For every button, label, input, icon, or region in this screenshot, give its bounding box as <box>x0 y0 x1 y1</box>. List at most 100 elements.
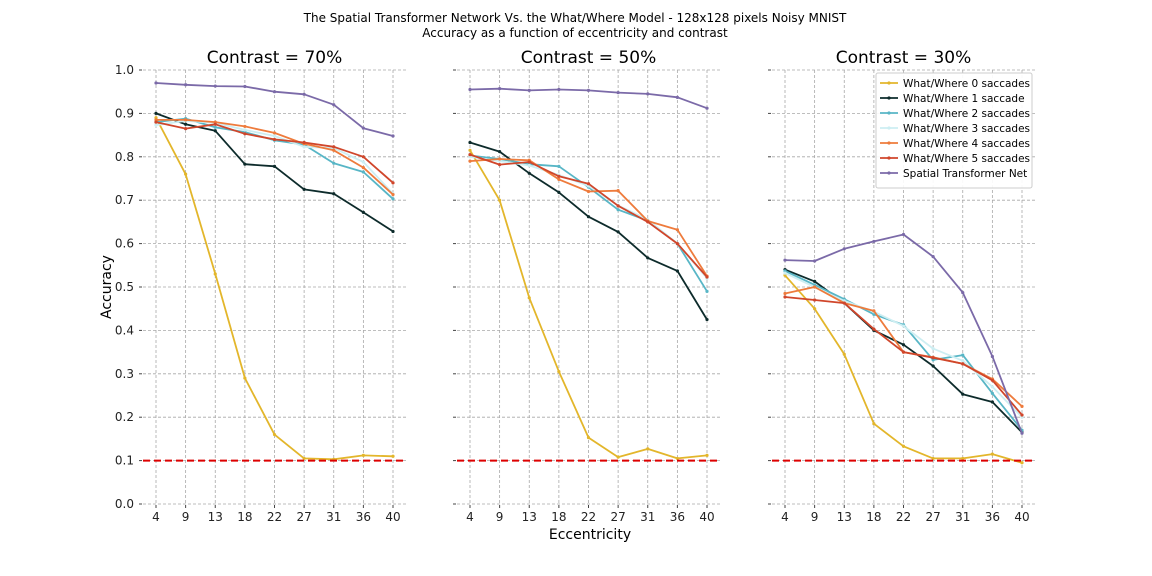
data-point <box>586 88 591 92</box>
data-point <box>675 456 679 461</box>
data-point <box>154 111 158 115</box>
data-point <box>705 453 709 457</box>
data-point <box>361 126 365 130</box>
x-tick-label: 18 <box>237 510 252 524</box>
data-point <box>527 160 531 164</box>
y-tick-label: 1.0 <box>115 63 134 77</box>
legend-label: What/Where 0 saccades <box>903 78 1030 90</box>
legend-label: What/Where 5 saccades <box>903 153 1030 165</box>
data-point <box>557 174 561 178</box>
data-point <box>705 106 709 110</box>
data-point <box>272 134 277 138</box>
data-point <box>705 275 709 279</box>
data-point <box>213 122 217 126</box>
data-point <box>361 210 365 214</box>
data-point <box>498 163 502 167</box>
data-point <box>272 432 277 437</box>
data-point <box>1020 431 1024 435</box>
data-point <box>557 87 561 92</box>
data-point <box>302 187 306 191</box>
x-tick-label: 40 <box>699 510 714 524</box>
data-point <box>990 452 994 456</box>
data-point <box>783 258 787 262</box>
data-point <box>213 125 217 129</box>
data-point <box>391 192 395 197</box>
data-point <box>1020 413 1024 417</box>
data-point <box>243 124 247 129</box>
data-point <box>391 454 395 458</box>
data-point <box>586 189 591 194</box>
data-point <box>184 118 188 122</box>
legend-marker <box>887 126 891 130</box>
data-point <box>498 198 502 202</box>
x-tick-label: 27 <box>610 510 625 524</box>
data-point <box>361 170 365 174</box>
x-tick-label: 36 <box>670 510 685 524</box>
panels: 0.0 0.1 0.2 0.3 0.4 0.5 0.6 0.7 0.8 0.9 1.0 4 9 13 18 2… <box>115 48 1035 524</box>
data-point <box>931 456 935 461</box>
data-point <box>391 197 395 201</box>
data-point <box>1020 404 1024 408</box>
data-point <box>961 392 965 396</box>
data-point <box>901 343 906 347</box>
x-tick-label: 18 <box>551 510 566 524</box>
legend-marker <box>887 141 891 145</box>
data-point <box>990 378 994 382</box>
data-point <box>527 171 531 175</box>
panel-title: Contrast = 50% <box>521 48 656 68</box>
x-tick-label: 13 <box>837 510 852 524</box>
data-point <box>813 298 817 302</box>
y-axis-label: Accuracy <box>99 255 115 319</box>
data-point <box>468 140 472 145</box>
data-point <box>901 324 906 328</box>
data-point <box>361 166 365 170</box>
data-point <box>961 456 965 461</box>
x-tick-label: 31 <box>640 510 655 524</box>
data-point <box>842 352 846 356</box>
legend: What/Where 0 saccades What/Where 1 saccad… <box>875 72 1033 189</box>
data-point <box>557 177 561 181</box>
x-tick-label: 13 <box>208 510 223 524</box>
data-point <box>243 162 247 166</box>
data-point <box>872 239 876 244</box>
x-tick-label: 9 <box>496 510 504 524</box>
data-point <box>931 356 935 360</box>
legend-marker <box>887 156 891 160</box>
data-point <box>272 137 277 142</box>
x-tick-label: 4 <box>152 510 160 524</box>
data-point <box>154 120 158 124</box>
data-point <box>931 347 935 351</box>
legend-label: Spatial Transformer Net <box>903 168 1027 180</box>
data-point <box>783 295 787 299</box>
data-point <box>391 134 395 138</box>
series-line <box>784 233 1023 434</box>
series-line <box>155 117 394 461</box>
legend-box <box>875 72 1033 189</box>
x-tick-label: 9 <box>182 510 190 524</box>
x-tick-label: 36 <box>356 510 371 524</box>
y-tick-label: 0.7 <box>115 193 134 207</box>
panel-1: 0.0 0.1 0.2 0.3 0.4 0.5 0.6 0.7 0.8 0.9 1.0 4 9 13 18 2… <box>115 48 406 524</box>
y-tick-label: 0.2 <box>115 410 134 424</box>
data-point <box>705 317 709 322</box>
legend-marker <box>887 81 891 85</box>
y-tick-label: 0.1 <box>115 454 134 468</box>
figure-title: The Spatial Transformer Network Vs. the … <box>303 11 847 25</box>
data-point <box>243 376 247 380</box>
data-point <box>675 242 679 246</box>
x-tick-label: 27 <box>925 510 940 524</box>
data-point <box>931 364 935 368</box>
y-tick-label: 0.9 <box>115 106 134 120</box>
data-point <box>213 84 217 88</box>
x-tick-label: 13 <box>522 510 537 524</box>
data-point <box>813 285 817 289</box>
data-point <box>646 447 650 451</box>
data-point <box>557 190 561 194</box>
series-line <box>784 274 1023 464</box>
data-point <box>1020 461 1024 465</box>
data-point <box>961 362 965 366</box>
y-tick-label: 0.6 <box>115 237 134 251</box>
data-point <box>557 370 561 374</box>
data-point <box>646 256 650 260</box>
